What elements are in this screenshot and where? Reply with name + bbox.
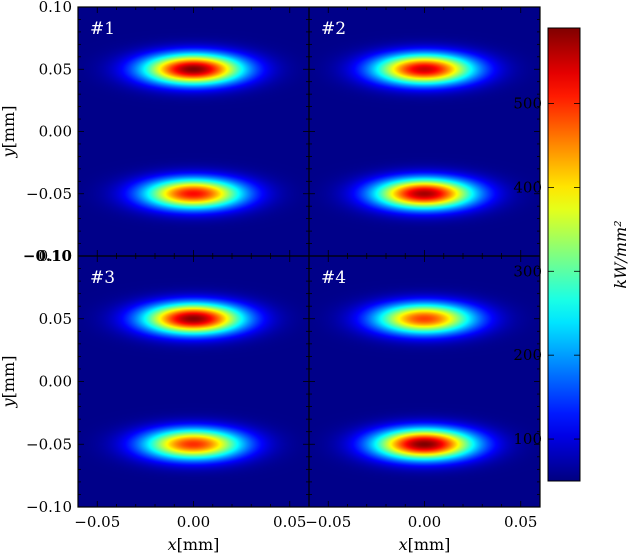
x-tick-label: −0.05 bbox=[74, 513, 120, 531]
colorbar: 100 200 300 400 500 kW/mm² bbox=[513, 27, 630, 482]
y-tick-label: 0.10 bbox=[39, 0, 72, 16]
panel-label: #3 bbox=[90, 268, 115, 288]
axes: −0.05 0.00 0.05−0.05 0.00 0.05−0.10−0.050.00… bbox=[0, 0, 541, 554]
heatmap-panel-4 bbox=[309, 256, 540, 507]
panel-label: #4 bbox=[321, 268, 346, 288]
colorbar-tick-label: 300 bbox=[513, 262, 542, 280]
panel-label: #1 bbox=[90, 19, 115, 39]
heatmap-panel-2 bbox=[309, 7, 540, 256]
colorbar-tick-label: 500 bbox=[513, 95, 542, 113]
x-tick-label: 0.05 bbox=[273, 513, 306, 531]
x-axis-label: x[mm] bbox=[399, 535, 451, 554]
colorbar-tick-label: 200 bbox=[513, 346, 542, 364]
y-tick-label: 0.00 bbox=[39, 373, 72, 391]
panel-label: #2 bbox=[321, 19, 346, 39]
colorbar-label: kW/mm² bbox=[611, 220, 630, 288]
x-tick-label: 0.00 bbox=[408, 513, 441, 531]
x-tick-label: −0.05 bbox=[305, 513, 351, 531]
y-tick-label: 0.05 bbox=[39, 60, 72, 78]
y-tick-label: −0.10 bbox=[26, 498, 72, 516]
y-tick-label: −0.10 bbox=[23, 247, 72, 265]
panel-grid: #1 #2 #3 #4 bbox=[78, 7, 540, 507]
heatmap-panel-3 bbox=[78, 256, 309, 507]
colorbar-gradient bbox=[547, 27, 581, 482]
y-tick-label: 0.10 bbox=[39, 247, 72, 265]
y-tick-label: 0.05 bbox=[39, 310, 72, 328]
heatmap-panel-1 bbox=[78, 7, 309, 256]
y-axis-label: y[mm] bbox=[0, 356, 18, 409]
y-axis-label: y[mm] bbox=[0, 106, 18, 159]
colorbar-tick-label: 100 bbox=[513, 430, 542, 448]
x-tick-label: 0.05 bbox=[504, 513, 537, 531]
colorbar-tick-label: 400 bbox=[513, 178, 542, 196]
y-tick-label: −0.05 bbox=[26, 185, 72, 203]
y-tick-label: 0.00 bbox=[39, 123, 72, 141]
x-tick-label: 0.00 bbox=[177, 513, 210, 531]
x-axis-label: x[mm] bbox=[168, 535, 220, 554]
y-tick-label: −0.05 bbox=[26, 435, 72, 453]
